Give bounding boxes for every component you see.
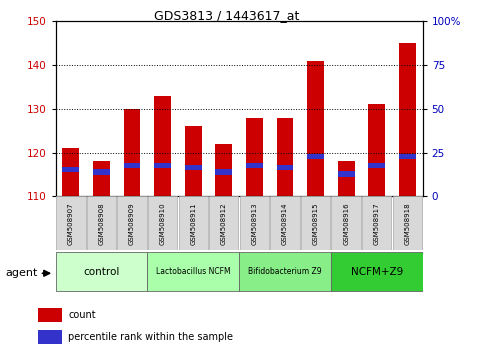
Bar <box>393 196 422 250</box>
Text: agent: agent <box>6 268 38 278</box>
Bar <box>148 196 177 250</box>
Bar <box>147 252 239 291</box>
Text: GSM508909: GSM508909 <box>129 203 135 245</box>
Text: GSM508918: GSM508918 <box>404 203 411 245</box>
Bar <box>38 308 62 322</box>
Bar <box>124 163 141 168</box>
Bar <box>331 252 423 291</box>
Bar <box>331 196 361 250</box>
Bar <box>124 109 141 196</box>
Bar <box>62 167 79 172</box>
Text: GSM508908: GSM508908 <box>99 203 104 245</box>
Text: GSM508907: GSM508907 <box>68 203 74 245</box>
Text: control: control <box>83 267 120 277</box>
Bar <box>307 61 324 196</box>
Bar <box>239 252 331 291</box>
Text: GSM508914: GSM508914 <box>282 203 288 245</box>
Bar <box>62 148 79 196</box>
Text: GDS3813 / 1443617_at: GDS3813 / 1443617_at <box>155 9 299 22</box>
Text: GSM508913: GSM508913 <box>251 203 257 245</box>
Bar <box>209 196 239 250</box>
Bar <box>93 161 110 196</box>
Bar <box>56 252 147 291</box>
Text: Lactobacillus NCFM: Lactobacillus NCFM <box>156 267 230 276</box>
Bar <box>93 169 110 175</box>
Text: GSM508917: GSM508917 <box>374 203 380 245</box>
Bar <box>246 118 263 196</box>
Bar <box>362 196 391 250</box>
Text: NCFM+Z9: NCFM+Z9 <box>351 267 403 277</box>
Text: percentile rank within the sample: percentile rank within the sample <box>68 332 233 342</box>
Text: GSM508910: GSM508910 <box>159 203 166 245</box>
Bar <box>154 96 171 196</box>
Bar <box>56 196 85 250</box>
Text: Bifidobacterium Z9: Bifidobacterium Z9 <box>248 267 322 276</box>
Bar <box>154 163 171 168</box>
Text: GSM508911: GSM508911 <box>190 203 196 245</box>
Text: count: count <box>68 310 96 320</box>
Bar <box>277 118 293 196</box>
Text: GSM508915: GSM508915 <box>313 203 319 245</box>
Bar <box>87 196 116 250</box>
Bar <box>301 196 330 250</box>
Bar <box>38 330 62 344</box>
Bar <box>277 165 293 170</box>
Bar <box>246 163 263 168</box>
Bar <box>399 43 416 196</box>
Bar <box>338 161 355 196</box>
Bar <box>185 126 201 196</box>
Bar <box>215 169 232 175</box>
Bar <box>369 163 385 168</box>
Bar <box>185 165 201 170</box>
Text: GSM508912: GSM508912 <box>221 203 227 245</box>
Bar <box>399 154 416 159</box>
Bar <box>215 144 232 196</box>
Bar <box>307 154 324 159</box>
Text: GSM508916: GSM508916 <box>343 203 349 245</box>
Bar <box>179 196 208 250</box>
Bar <box>240 196 269 250</box>
Bar <box>369 104 385 196</box>
Bar <box>117 196 147 250</box>
Bar <box>338 171 355 177</box>
Bar <box>270 196 299 250</box>
